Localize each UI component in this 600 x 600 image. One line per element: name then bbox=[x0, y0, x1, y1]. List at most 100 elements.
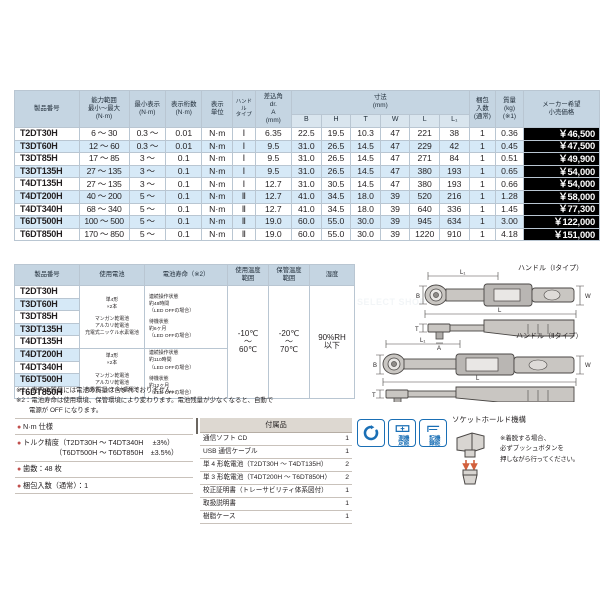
cell-mass: 0.51 bbox=[495, 152, 524, 166]
accessory-row: 単 3 形乾電池（T4DT200H ～ T6DT850H） 2 bbox=[200, 472, 352, 486]
th-drive-l3: A bbox=[271, 109, 276, 116]
measure-function-label: 測定 機能 bbox=[389, 435, 415, 445]
cell-w: 47 bbox=[379, 164, 411, 179]
cell-capacity: 170 ～ 850 bbox=[78, 227, 130, 242]
battery-line: 単4形 bbox=[105, 297, 119, 303]
th-dim-h: H bbox=[320, 113, 352, 129]
type1-label: ハンドル（Ⅰタイプ） bbox=[518, 263, 583, 272]
cell-model: T6DT850H bbox=[14, 385, 80, 400]
cell-l: 640 bbox=[409, 202, 441, 217]
cell-w: 39 bbox=[379, 215, 411, 229]
cell-t: 30.0 bbox=[350, 215, 381, 229]
cell-drive: 19.0 bbox=[254, 215, 293, 229]
accessory-qty: 1 bbox=[345, 499, 349, 507]
cell-l1: 193 bbox=[439, 164, 470, 179]
spec-text: 梱包入数（通常）：1 bbox=[23, 480, 89, 490]
th-capacity-l3: (N·m) bbox=[95, 113, 113, 120]
footnote-1: ※1：表内の質量には電池の質量は含まれておりません。 bbox=[16, 387, 178, 394]
accessory-qty: 1 bbox=[345, 434, 349, 442]
footnote-2b: 電源が OFF になります。 bbox=[29, 406, 103, 414]
cell-model: T4DT200H bbox=[14, 347, 80, 362]
record-function-label: 記録 機能 bbox=[420, 435, 446, 445]
cell-unit: N·m bbox=[201, 164, 234, 179]
th-min-display-l1: 最小表示 bbox=[134, 101, 161, 108]
cell-capacity: 100 ～ 500 bbox=[78, 215, 130, 229]
cell-h: 26.5 bbox=[320, 164, 352, 179]
th-capacity-l2: 最小～最大 bbox=[88, 105, 120, 112]
cell-drive: 12.7 bbox=[254, 189, 293, 204]
svg-text:L: L bbox=[476, 376, 480, 382]
cell-b: 31.0 bbox=[291, 139, 322, 154]
cell-min_display: 0.3 ～ bbox=[128, 127, 167, 141]
th-use-temp-l1: 使用温度 bbox=[235, 267, 261, 275]
th-digits-l1: 表示桁数 bbox=[170, 101, 197, 108]
th-min-display-l2: (N·m) bbox=[139, 109, 156, 116]
cell-pack: 1 bbox=[468, 189, 497, 204]
cell-pack: 1 bbox=[468, 202, 497, 217]
cell-min_display: 5 ～ bbox=[128, 189, 167, 204]
table-row: T4DT340H 68 ～ 340 5 ～ 0.1 N·m Ⅱ 12.7 41.0 34.5 18… bbox=[14, 202, 600, 217]
cell-l1: 84 bbox=[439, 152, 470, 166]
life-line: 連続操作状態 bbox=[149, 351, 179, 357]
th-bat-store-temp: 保管温度 範囲 bbox=[268, 264, 310, 286]
svg-text:W: W bbox=[585, 363, 591, 369]
cell-pack: 1 bbox=[468, 152, 497, 166]
cell-w: 39 bbox=[379, 202, 411, 217]
humidity-line: 以下 bbox=[324, 341, 340, 351]
cell-unit: N·m bbox=[201, 227, 234, 242]
cell-b: 22.5 bbox=[291, 127, 322, 141]
cell-model: T3DT60H bbox=[14, 139, 80, 154]
main-spec-table: 製品番号 能力範囲 最小～最大 (N·m) 最小表示 (N·m) 表示桁数 (N… bbox=[14, 90, 600, 242]
th-bat-model: 製品番号 bbox=[14, 264, 80, 286]
cell-model: T6DT500H bbox=[14, 215, 80, 229]
cell-price: ￥54,000 bbox=[522, 164, 600, 179]
cell-l: 221 bbox=[409, 127, 441, 141]
life-line: （LED OFFの場合） bbox=[149, 390, 195, 396]
battery-line: 充電式ニッケル水素電池 bbox=[85, 331, 139, 337]
th-dim-group-l1: 寸法 bbox=[373, 94, 387, 102]
main-table-header-row-1: 製品番号 能力範囲 最小～最大 (N·m) 最小表示 (N·m) 表示桁数 (N… bbox=[14, 90, 600, 128]
socket-hold-body: ※着脱する場合、 必ずプッシュボタンを 押しながら行ってください。 bbox=[452, 428, 592, 486]
cell-drive: 6.35 bbox=[254, 127, 293, 141]
spec-row: ● トルク精度（T2DT30H ～ T4DT340H ±3%） （T6DT500H … bbox=[15, 435, 193, 462]
cell-t: 14.5 bbox=[350, 139, 381, 154]
accessory-name: 校正証明書（トレーサビリティ体系図付） bbox=[203, 486, 328, 494]
measure-label-a: 測定 bbox=[397, 434, 403, 445]
cell-store-temp-line: -20℃ bbox=[278, 328, 300, 338]
table-row: T6DT850H bbox=[14, 385, 355, 400]
accessory-row: 校正証明書（トレーサビリティ体系図付） 1 bbox=[200, 485, 352, 499]
cell-model: T4DT200H bbox=[14, 189, 80, 204]
cell-digits: 0.1 bbox=[165, 202, 203, 217]
th-dim-t: T bbox=[350, 113, 381, 129]
cell-model: T6DT850H bbox=[14, 227, 80, 242]
cell-model: T3DT85H bbox=[14, 310, 80, 324]
main-table-head: 製品番号 能力範囲 最小～最大 (N·m) 最小表示 (N·m) 表示桁数 (N… bbox=[14, 90, 600, 129]
cell-pack: 1 bbox=[468, 164, 497, 179]
cell-unit: N·m bbox=[201, 215, 234, 229]
feature-icons: 測定 機能 記録 機能 bbox=[357, 419, 447, 447]
table-row: T3DT135H 27 ～ 135 3 ～ 0.1 N·m Ⅰ 9.5 31.0 26.5 14.… bbox=[14, 164, 600, 179]
cell-mass: 0.45 bbox=[495, 139, 524, 154]
cell-digits: 0.1 bbox=[165, 152, 203, 166]
svg-text:T: T bbox=[372, 393, 376, 399]
measure-function-icon: 測定 機能 bbox=[388, 419, 416, 447]
th-price-l1: メーカー希望 bbox=[542, 101, 581, 108]
th-dim-l1: L₁ bbox=[439, 113, 470, 129]
spec-text: 歯数：48 枚 bbox=[23, 464, 62, 474]
cell-digits: 0.01 bbox=[165, 127, 203, 141]
cell-capacity: 12 ～ 60 bbox=[78, 139, 130, 154]
cell-pack: 1 bbox=[468, 127, 497, 141]
cell-model: T3DT85H bbox=[14, 152, 80, 166]
cell-unit: N·m bbox=[201, 152, 234, 166]
accessory-qty: 1 bbox=[345, 447, 349, 455]
socket-hold-line3: 押しながら行ってください。 bbox=[500, 455, 579, 463]
cell-store-temp-line: 70℃ bbox=[280, 345, 298, 355]
cell-humidity: 90%RH 以下 bbox=[309, 284, 355, 400]
accessories-list: 通信ソフト CD 1 USB 通信ケーブル 1 単 4 形乾電池（T2DT30H ～ T… bbox=[200, 433, 352, 525]
cell-b: 60.0 bbox=[291, 215, 322, 229]
th-handle: ハンドル タイプ bbox=[232, 90, 256, 128]
spec-row: ● 梱包入数（通常）：1 bbox=[15, 478, 193, 495]
cell-store-temp-line: ～ bbox=[285, 336, 293, 346]
cell-h: 26.5 bbox=[320, 139, 352, 154]
